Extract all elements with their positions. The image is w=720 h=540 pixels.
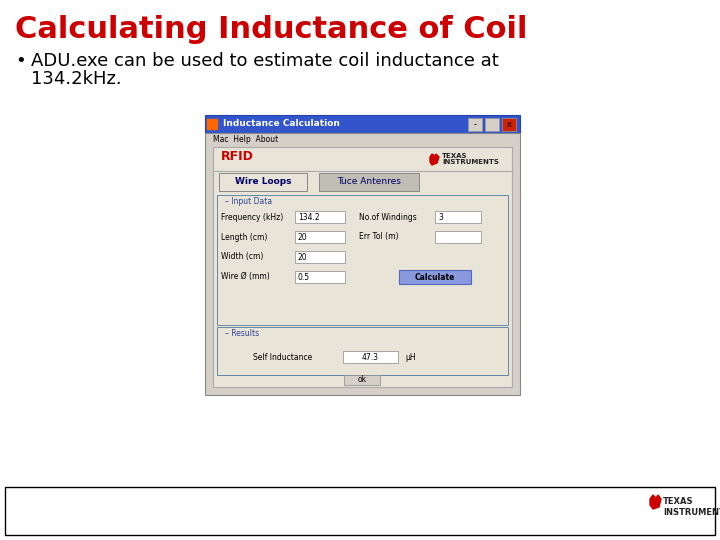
Bar: [399, 270, 471, 284]
Text: Self Inductance: Self Inductance: [253, 353, 312, 361]
Bar: [295, 251, 345, 263]
Text: Mac  Help  About: Mac Help About: [213, 135, 278, 144]
Bar: [219, 173, 307, 191]
Bar: [435, 231, 481, 243]
Bar: [213, 147, 512, 387]
Polygon shape: [650, 495, 661, 509]
Bar: [319, 173, 419, 191]
Text: Wire Ø (mm): Wire Ø (mm): [221, 273, 270, 281]
Bar: [295, 211, 345, 223]
Text: Calculate: Calculate: [415, 273, 455, 281]
Text: Err Tol (m): Err Tol (m): [359, 233, 398, 241]
Text: – Input Data: – Input Data: [225, 197, 272, 206]
Bar: [343, 351, 398, 363]
Bar: [485, 118, 499, 131]
Text: x: x: [506, 120, 511, 129]
Text: 134.2kHz.: 134.2kHz.: [31, 70, 122, 88]
Text: ok: ok: [357, 375, 366, 384]
Bar: [468, 118, 482, 131]
Text: Wire Loops: Wire Loops: [235, 178, 292, 186]
Bar: [205, 133, 520, 395]
Text: μH: μH: [405, 353, 415, 361]
Bar: [295, 271, 345, 283]
Text: 20: 20: [298, 253, 307, 261]
Text: TEXAS
INSTRUMENTS: TEXAS INSTRUMENTS: [442, 152, 499, 165]
Text: No.of Windings: No.of Windings: [359, 213, 417, 221]
Bar: [217, 327, 508, 375]
Text: 20: 20: [298, 233, 307, 241]
Text: ADU.exe can be used to estimate coil inductance at: ADU.exe can be used to estimate coil ind…: [31, 52, 499, 70]
Text: – Results: – Results: [225, 329, 259, 338]
Bar: [205, 115, 520, 133]
Bar: [502, 118, 516, 131]
Bar: [344, 375, 380, 385]
Text: TEXAS
INSTRUMENTS: TEXAS INSTRUMENTS: [663, 497, 720, 517]
Polygon shape: [430, 154, 439, 165]
Text: Calculating Inductance of Coil: Calculating Inductance of Coil: [15, 15, 528, 44]
Text: 134.2: 134.2: [298, 213, 320, 221]
Text: Inductance Calculation: Inductance Calculation: [223, 119, 340, 129]
Text: Width (cm): Width (cm): [221, 253, 264, 261]
Text: Frequency (kHz): Frequency (kHz): [221, 213, 283, 221]
Text: Tuce Antenres: Tuce Antenres: [337, 178, 401, 186]
Bar: [217, 195, 508, 325]
Text: 3: 3: [438, 213, 443, 221]
Text: Length (cm): Length (cm): [221, 233, 267, 241]
Bar: [435, 211, 481, 223]
Text: 0.5: 0.5: [298, 273, 310, 281]
Text: •: •: [15, 52, 26, 70]
Bar: [5, 487, 715, 535]
Bar: [295, 231, 345, 243]
Text: 47.3: 47.3: [361, 353, 379, 361]
Text: -: -: [474, 120, 477, 129]
Text: RFID: RFID: [221, 151, 254, 164]
